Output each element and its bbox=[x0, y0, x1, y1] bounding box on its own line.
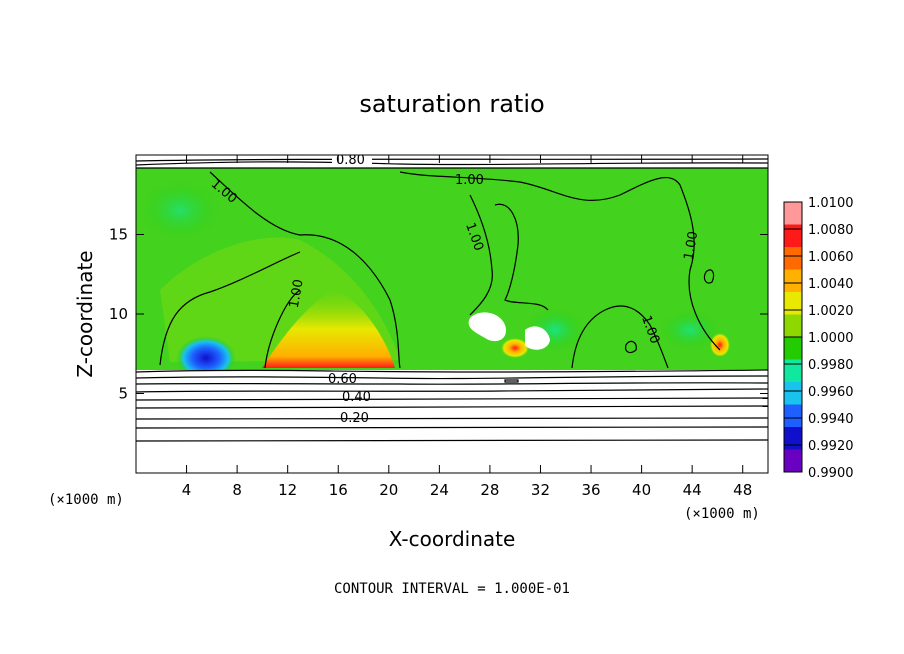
y-tick-label: 10 bbox=[109, 305, 128, 323]
colorbar-label: 0.9900 bbox=[808, 466, 854, 481]
white-patch-top bbox=[136, 155, 768, 168]
x-axis-label: X-coordinate bbox=[389, 527, 516, 551]
colorbar-label: 1.0100 bbox=[808, 196, 854, 211]
colorbar-swatch bbox=[784, 314, 802, 338]
x-axis-units: (×1000 m) bbox=[684, 506, 760, 522]
colorbar-label: 1.0060 bbox=[808, 250, 854, 265]
contour-label: 1.00 bbox=[681, 230, 701, 261]
hot-spot-right bbox=[710, 333, 730, 357]
hot-spot-mid bbox=[501, 338, 529, 358]
colorbar-swatch bbox=[784, 292, 802, 315]
cyan-region-left bbox=[140, 180, 220, 240]
colorbar-label: 0.9980 bbox=[808, 358, 854, 373]
contour-label: 0.20 bbox=[340, 411, 369, 426]
colorbar-swatch bbox=[784, 224, 802, 248]
white-patch-mid bbox=[468, 312, 506, 342]
contour-lines bbox=[136, 158, 768, 442]
cold-spot-left bbox=[176, 336, 236, 380]
warm-plume bbox=[262, 290, 395, 368]
colorbar-swatch bbox=[784, 382, 802, 405]
colorbar-swatch bbox=[784, 202, 802, 225]
x-tick-label: 48 bbox=[733, 481, 752, 499]
y-axis: 5 10 15 bbox=[109, 226, 768, 403]
colorbar-swatch bbox=[784, 337, 802, 360]
contour-labels: 0.80 1.00 1.00 1.00 1.00 1.00 1.00 0.60 … bbox=[208, 153, 701, 426]
x-tick-label: 32 bbox=[531, 481, 550, 499]
colorbar-swatch bbox=[784, 359, 802, 383]
x-tick-label: 28 bbox=[480, 481, 499, 499]
y-axis-label: Z-coordinate bbox=[73, 250, 97, 377]
x-tick-label: 16 bbox=[329, 481, 348, 499]
contour-label: 1.00 bbox=[455, 173, 484, 188]
y-tick-label: 15 bbox=[109, 226, 128, 244]
plot-area: 0.80 1.00 1.00 1.00 1.00 1.00 1.00 0.60 … bbox=[136, 153, 768, 473]
y-tick-label: 5 bbox=[118, 385, 128, 403]
colorbar-label: 0.9940 bbox=[808, 412, 854, 427]
colorbar-swatch bbox=[784, 404, 802, 428]
colorbar-label: 1.0040 bbox=[808, 277, 854, 292]
x-tick-label: 12 bbox=[278, 481, 297, 499]
x-tick-label: 44 bbox=[683, 481, 702, 499]
x-tick-label: 36 bbox=[581, 481, 600, 499]
colorbar-label: 1.0080 bbox=[808, 223, 854, 238]
colorbar-label: 0.9920 bbox=[808, 439, 854, 454]
colorbar: 1.0100 1.0080 1.0060 1.0040 1.0020 1.0000 0.99… bbox=[783, 196, 854, 481]
contour-label: 1.00 bbox=[287, 278, 307, 309]
x-tick-label: 24 bbox=[430, 481, 449, 499]
chart-title: saturation ratio bbox=[359, 90, 544, 118]
colorbar-swatch bbox=[784, 427, 802, 450]
contour-label: 0.40 bbox=[342, 390, 371, 405]
colorbar-swatch bbox=[784, 269, 802, 293]
contour-label: 0.60 bbox=[328, 372, 357, 387]
colorbar-label: 1.0000 bbox=[808, 331, 854, 346]
white-patch-mid2 bbox=[525, 326, 550, 350]
cyan-region-right bbox=[660, 310, 720, 350]
colorbar-label: 0.9960 bbox=[808, 385, 854, 400]
colorbar-swatch bbox=[784, 449, 802, 473]
x-tick-label: 20 bbox=[379, 481, 398, 499]
contour-interval-note: CONTOUR INTERVAL = 1.000E-01 bbox=[334, 581, 570, 597]
x-tick-label: 40 bbox=[632, 481, 651, 499]
x-axis: 4 8 12 16 20 24 28 32 36 40 44 48 bbox=[182, 155, 752, 499]
colorbar-swatch bbox=[784, 247, 802, 270]
x-tick-label: 4 bbox=[182, 481, 192, 499]
x-tick-label: 8 bbox=[232, 481, 242, 499]
y-axis-units: (×1000 m) bbox=[48, 492, 124, 508]
contour-label: 0.80 bbox=[336, 153, 365, 168]
colorbar-label: 1.0020 bbox=[808, 304, 854, 319]
unsaturated-lower-region bbox=[136, 370, 768, 473]
